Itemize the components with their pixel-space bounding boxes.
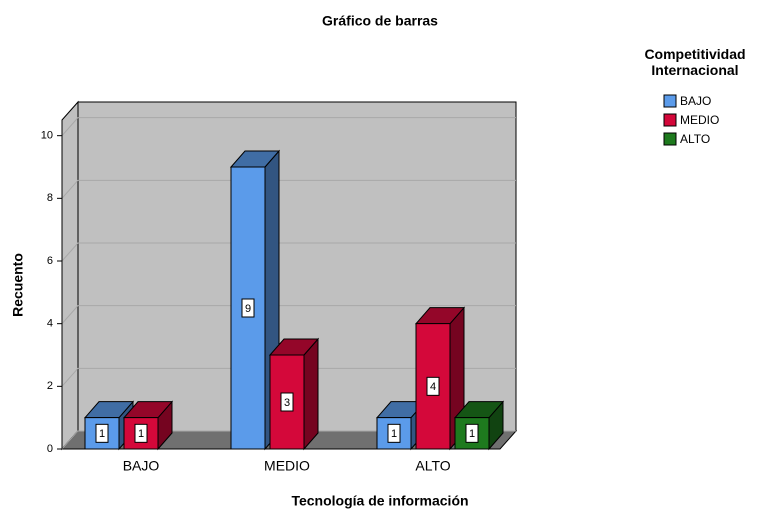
bar — [122, 400, 174, 451]
grid-line — [61, 430, 516, 450]
y-tick-label: 10 — [41, 130, 53, 142]
value-label-box — [426, 376, 440, 396]
value-label: 1 — [99, 428, 105, 440]
value-label-box — [95, 423, 109, 443]
value-label-box — [280, 392, 294, 412]
value-label-box — [387, 423, 401, 443]
value-label: 1 — [391, 428, 397, 440]
legend-label: MEDIO — [680, 113, 719, 127]
legend-swatch — [663, 94, 677, 108]
value-label-box — [465, 423, 479, 443]
y-tick-label: 6 — [47, 255, 53, 267]
x-tick-label: MEDIO — [264, 458, 310, 474]
chart-title: Gráfico de barras — [322, 13, 438, 29]
legend-label: BAJO — [680, 94, 711, 108]
value-label: 1 — [138, 428, 144, 440]
bar — [453, 400, 505, 451]
x-axis-label: Tecnología de información — [291, 493, 468, 509]
y-tick-label: 4 — [47, 318, 53, 330]
bar — [268, 337, 320, 451]
y-tick-label: 8 — [47, 192, 53, 204]
y-tick-label: 0 — [47, 443, 53, 455]
y-tick-label: 2 — [47, 380, 53, 392]
grid-line — [61, 179, 516, 199]
value-label: 4 — [430, 381, 436, 393]
grid-line — [61, 242, 516, 262]
legend-swatch — [663, 132, 677, 146]
legend-swatch — [663, 113, 677, 127]
x-tick-label: BAJO — [123, 458, 160, 474]
value-label-box — [241, 298, 255, 318]
value-label-box — [134, 423, 148, 443]
grid-line — [61, 117, 516, 136]
grid-line — [61, 305, 516, 324]
grid-line — [61, 367, 516, 387]
bar-side — [303, 337, 319, 451]
legend-label: ALTO — [680, 132, 710, 146]
y-axis-label: Recuento — [10, 253, 26, 317]
left-wall — [61, 100, 79, 451]
legend-title: Competitividad Internacional — [644, 46, 746, 78]
value-label: 1 — [469, 428, 475, 440]
x-tick-label: ALTO — [415, 458, 450, 474]
value-label: 9 — [245, 303, 251, 315]
value-label: 3 — [284, 397, 290, 409]
